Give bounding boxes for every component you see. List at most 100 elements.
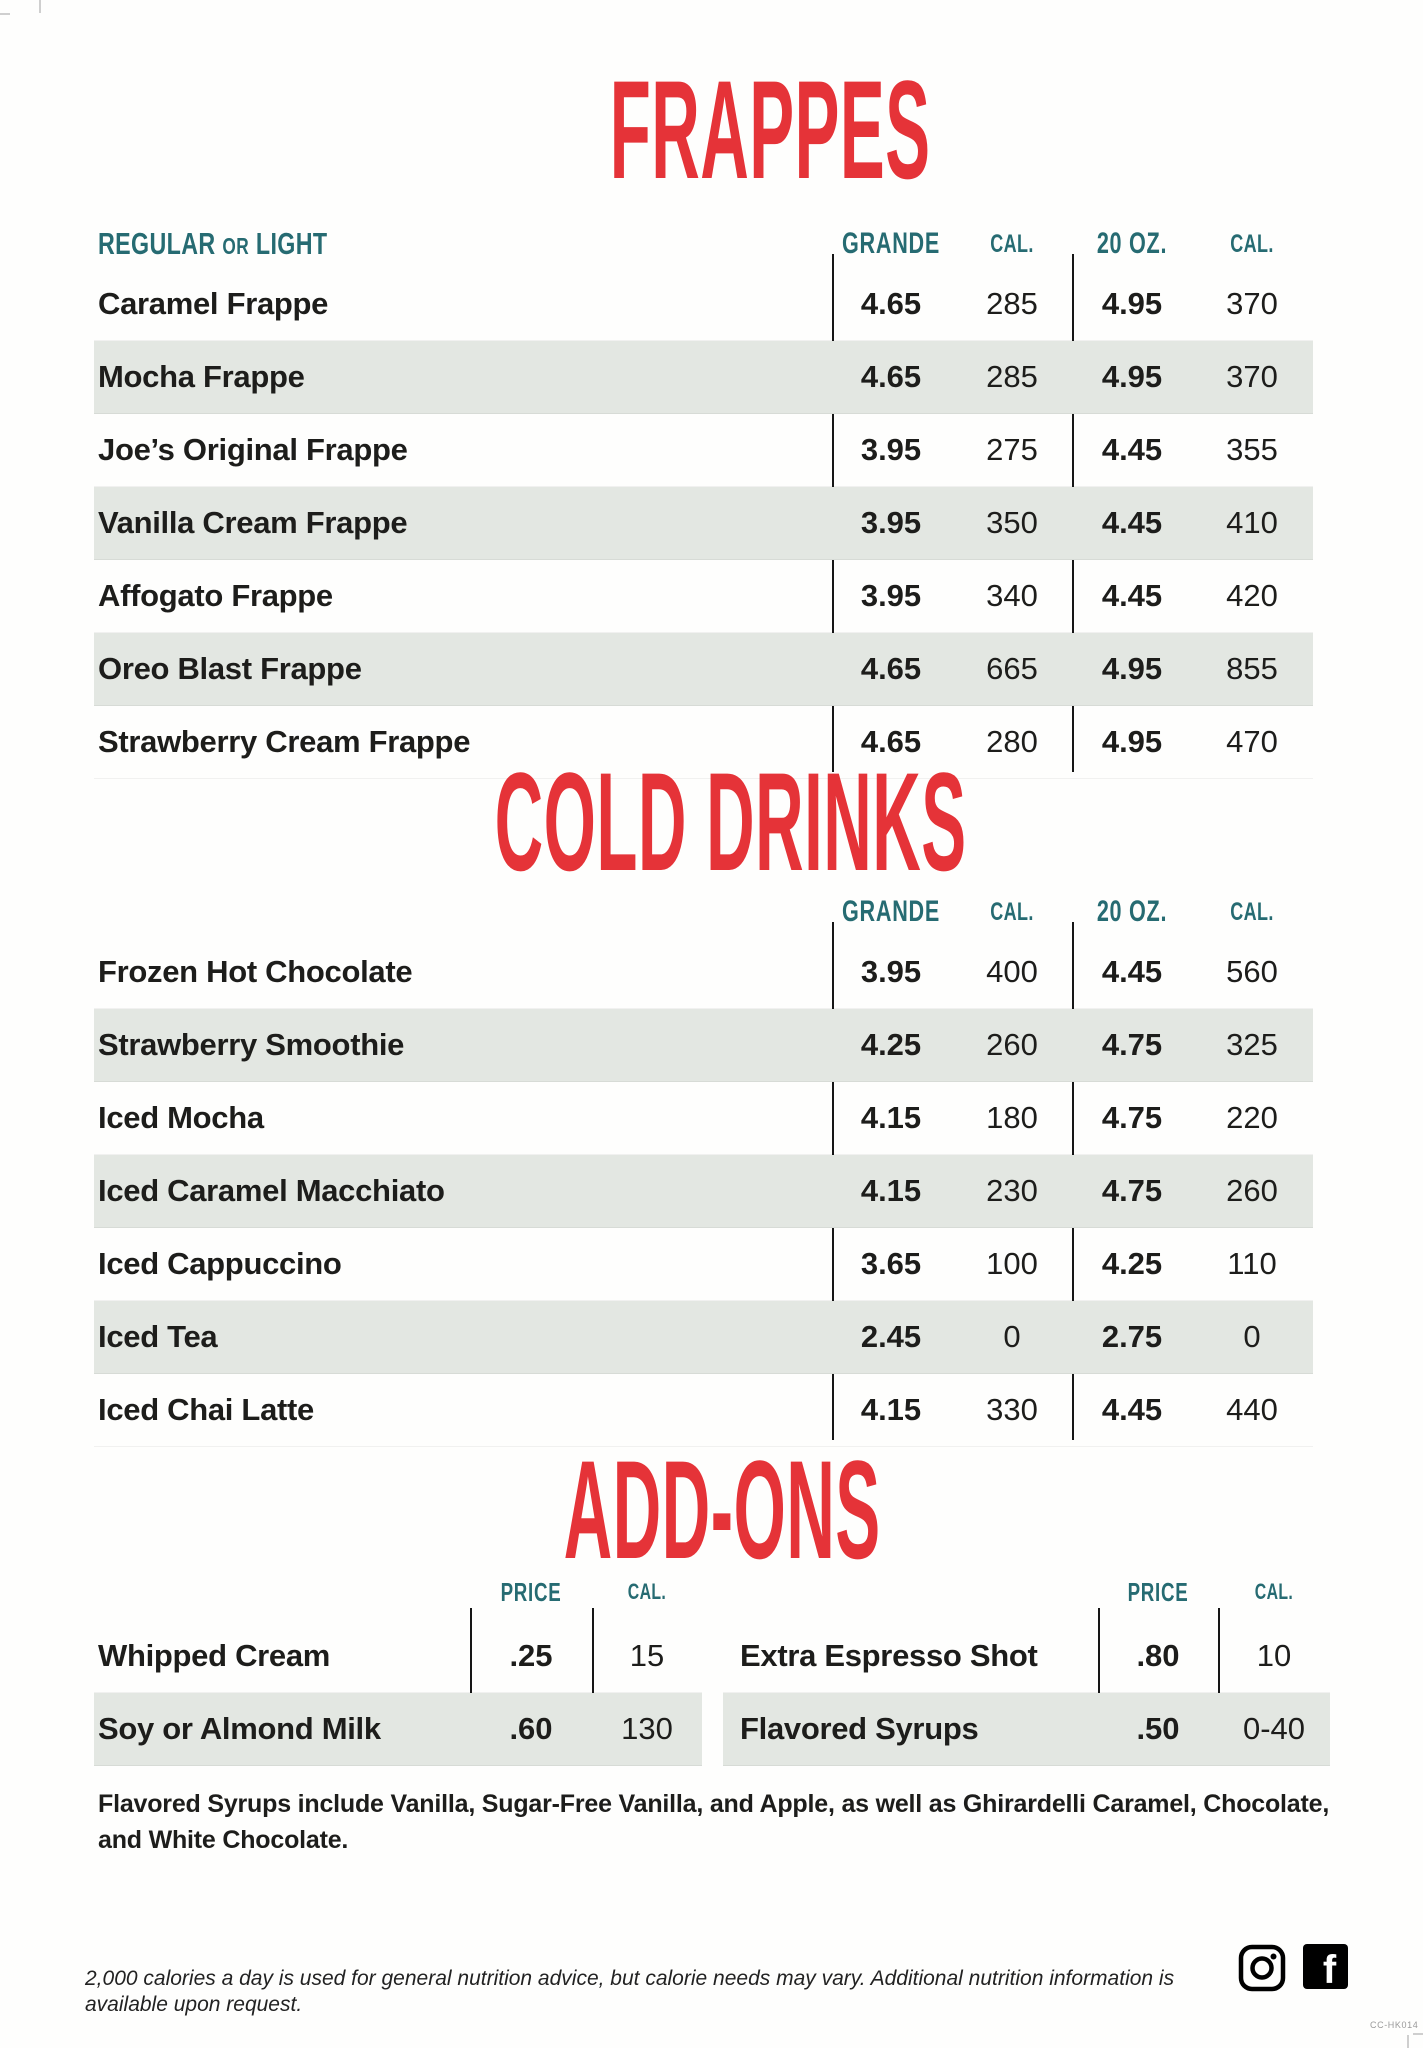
grande-calories: 330: [986, 1392, 1038, 1427]
twenty-oz-price: 4.95: [1101, 359, 1163, 394]
addon-name: Soy or Almond Milk: [98, 1711, 381, 1746]
twenty-oz-calories: 470: [1226, 724, 1278, 759]
addon-price: .50: [1136, 1711, 1180, 1746]
item-name: Joe’s Original Frappe: [98, 432, 408, 467]
grande-calories: 100: [986, 1246, 1038, 1281]
item-name: Strawberry Smoothie: [98, 1027, 405, 1062]
menu-row: Extra Espresso Shot .80 10: [723, 1620, 1330, 1693]
twenty-oz-price: 4.45: [1101, 505, 1163, 540]
twenty-oz-calories: 0: [1243, 1319, 1261, 1354]
frappes-variant-label: REGULAR OR LIGHT: [98, 226, 328, 261]
item-name: Oreo Blast Frappe: [98, 651, 362, 686]
grande-calories: 260: [986, 1027, 1038, 1062]
addon-calories: 0-40: [1242, 1711, 1306, 1746]
grande-calories: 230: [986, 1173, 1038, 1208]
twenty-oz-price: 4.45: [1101, 578, 1163, 613]
menu-row: Iced Mocha 4.15 180 4.75 220: [94, 1082, 1313, 1155]
twenty-oz-price: 4.25: [1101, 1246, 1163, 1281]
addon-name: Flavored Syrups: [740, 1711, 979, 1746]
menu-row: Affogato Frappe 3.95 340 4.45 420: [94, 560, 1313, 633]
twenty-oz-price: 4.75: [1101, 1100, 1163, 1135]
addon-price: .60: [509, 1711, 553, 1746]
twenty-oz-price: 4.95: [1101, 724, 1163, 759]
grande-calories: 400: [986, 954, 1038, 989]
grande-cal-column-header: CAL.: [990, 898, 1034, 926]
twenty-oz-price: 4.95: [1101, 651, 1163, 686]
twenty-oz-price: 2.75: [1101, 1319, 1163, 1354]
item-name: Frozen Hot Chocolate: [98, 954, 413, 989]
item-name: Mocha Frappe: [98, 359, 305, 394]
item-name: Vanilla Cream Frappe: [98, 505, 408, 540]
cold-drinks-rows: Frozen Hot Chocolate 3.95 400 4.45 560 S…: [94, 936, 1313, 1447]
add-ons-right-rows: Extra Espresso Shot .80 10 Flavored Syru…: [723, 1620, 1330, 1766]
crop-mark-top-left-h: [0, 13, 10, 15]
twenty-oz-price: 4.95: [1101, 286, 1163, 321]
addon-name: Extra Espresso Shot: [740, 1638, 1038, 1673]
grande-price: 4.65: [860, 359, 922, 394]
flavored-syrups-footnote: Flavored Syrups include Vanilla, Sugar-F…: [98, 1790, 1330, 1854]
menu-row: Whipped Cream .25 15: [94, 1620, 702, 1693]
grande-price: 4.25: [860, 1027, 922, 1062]
menu-row: Flavored Syrups .50 0-40: [723, 1693, 1330, 1766]
grande-price: 4.15: [860, 1392, 922, 1427]
grande-calories: 285: [986, 286, 1038, 321]
facebook-icon: f: [1303, 1944, 1348, 1989]
menu-row: Frozen Hot Chocolate 3.95 400 4.45 560: [94, 936, 1313, 1009]
menu-row: Mocha Frappe 4.65 285 4.95 370: [94, 341, 1313, 414]
menu-row: Iced Chai Latte 4.15 330 4.45 440: [94, 1374, 1313, 1447]
grande-price: 4.65: [860, 651, 922, 686]
instagram-icon: [1238, 1944, 1286, 1997]
twenty-oz-calories: 560: [1226, 954, 1278, 989]
divider-line: [470, 1608, 472, 1764]
price-column-header: PRICE: [500, 1577, 562, 1607]
twenty-oz-cal-column-header: CAL.: [1230, 230, 1274, 258]
twenty-oz-calories: 370: [1226, 359, 1278, 394]
divider-line: [1098, 1608, 1100, 1764]
grande-price: 4.15: [860, 1173, 922, 1208]
menu-row: Strawberry Smoothie 4.25 260 4.75 325: [94, 1009, 1313, 1082]
twenty-oz-calories: 420: [1226, 578, 1278, 613]
twenty-oz-price: 4.45: [1101, 954, 1163, 989]
grande-price: 4.65: [860, 724, 922, 759]
addon-price: .80: [1136, 1638, 1180, 1673]
twenty-oz-calories: 355: [1226, 432, 1278, 467]
twenty-oz-calories: 325: [1226, 1027, 1278, 1062]
twenty-oz-column-header: 20 OZ.: [1096, 227, 1168, 260]
menu-row: Oreo Blast Frappe 4.65 665 4.95 855: [94, 633, 1313, 706]
addon-calories: 15: [629, 1638, 665, 1673]
frappes-rows: Caramel Frappe 4.65 285 4.95 370 Mocha F…: [94, 268, 1313, 779]
menu-row: Strawberry Cream Frappe 4.65 280 4.95 47…: [94, 706, 1313, 779]
menu-row: Vanilla Cream Frappe 3.95 350 4.45 410: [94, 487, 1313, 560]
add-ons-left-rows: Whipped Cream .25 15 Soy or Almond Milk …: [94, 1620, 702, 1766]
menu-row: Caramel Frappe 4.65 285 4.95 370: [94, 268, 1313, 341]
twenty-oz-calories: 110: [1227, 1246, 1277, 1281]
grande-cal-column-header: CAL.: [990, 230, 1034, 258]
grande-price: 4.15: [860, 1100, 922, 1135]
menu-row: Iced Caramel Macchiato 4.15 230 4.75 260: [94, 1155, 1313, 1228]
grande-calories: 280: [986, 724, 1038, 759]
addon-calories: 130: [621, 1711, 673, 1746]
grande-calories: 285: [986, 359, 1038, 394]
cal-column-header: CAL.: [627, 1579, 667, 1604]
grande-price: 2.45: [860, 1319, 922, 1354]
item-name: Iced Chai Latte: [98, 1392, 314, 1427]
crop-mark-bottom-right-h: [1413, 2033, 1423, 2035]
item-name: Iced Cappuccino: [98, 1246, 342, 1281]
divider-line: [592, 1608, 594, 1764]
crop-mark-top-left-v: [39, 0, 41, 13]
item-name: Iced Caramel Macchiato: [98, 1173, 445, 1208]
grande-price: 4.65: [860, 286, 922, 321]
twenty-oz-calories: 855: [1226, 651, 1278, 686]
menu-row: Joe’s Original Frappe 3.95 275 4.45 355: [94, 414, 1313, 487]
grande-price: 3.95: [860, 578, 922, 613]
twenty-oz-calories: 260: [1226, 1173, 1278, 1208]
print-code: CC-HK014: [1370, 2020, 1419, 2030]
item-name: Iced Tea: [98, 1319, 218, 1354]
twenty-oz-column-header: 20 OZ.: [1096, 895, 1168, 928]
twenty-oz-calories: 410: [1226, 505, 1278, 540]
grande-calories: 275: [986, 432, 1038, 467]
item-name: Strawberry Cream Frappe: [98, 724, 471, 759]
grande-calories: 340: [986, 578, 1038, 613]
twenty-oz-calories: 220: [1226, 1100, 1278, 1135]
